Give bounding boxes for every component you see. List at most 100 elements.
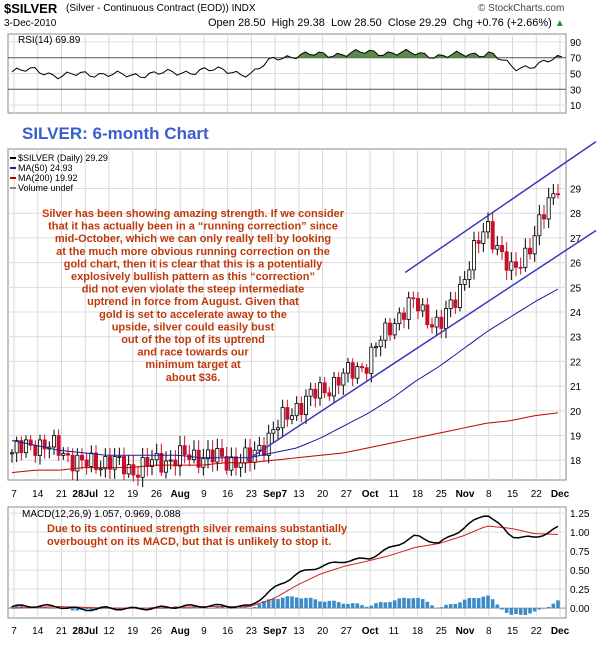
x-tick-label: 16 [222,626,234,637]
annotation-line: mid-October, which we can only really te… [55,233,331,245]
x-tick-label: Nov [456,489,475,500]
rsi-tick-label: 50 [570,70,582,81]
candle-body [401,312,406,320]
macd-histogram-bar [374,603,378,609]
macd-histogram-bar [117,608,122,610]
candle-body [201,458,206,468]
candle-body [294,403,299,417]
candle-body [392,323,397,336]
x-tick-label: 21 [56,489,68,500]
macd-histogram-bar [313,599,318,609]
macd-histogram-bar [150,607,154,609]
uptrend-upper-channel [404,140,597,274]
candle-body [327,392,332,397]
candle-body [490,221,495,250]
candle-body [523,247,528,268]
x-tick-label: 13 [293,489,305,500]
macd-histogram-bar [476,598,481,609]
header-ticker: $SILVER [4,1,57,16]
candle-body [280,407,285,429]
macd-histogram-bar [551,603,556,609]
candle-body [509,261,514,271]
candle-body [481,231,486,244]
macd-histogram-bar [70,608,75,611]
x-tick-label: 14 [32,626,44,637]
price-tick-label: 24 [570,308,582,319]
legend-entry: Volume undef [18,183,74,193]
x-tick-label: 25 [436,626,448,637]
macd-histogram-bar [182,608,187,609]
x-tick-label: 19 [127,489,139,500]
macd-histogram-bar [448,604,453,609]
candle-body [378,339,383,348]
macd-histogram-bar [518,608,523,615]
macd-histogram-bar [402,597,406,609]
annotation-line: uptrend in force from August. Given that [87,296,299,308]
macd-histogram-bar [308,597,313,609]
macd-annotation-line: Due to its continued strength silver rem… [47,523,348,535]
macd-histogram-bar [397,598,402,609]
x-tick-label: 18 [412,489,424,500]
candle-body [453,299,458,308]
macd-histogram-bar [392,600,397,609]
macd-histogram-bar [215,606,220,609]
macd-histogram-bar [528,608,532,614]
macd-histogram-bar [420,599,425,609]
x-tick-label: 28Jul [72,489,98,500]
candle-body [14,440,19,454]
annotation-line: at the much more obvious running correct… [56,246,330,258]
header-date: 3-Dec-2010 [4,18,57,29]
macd-histogram-bar [290,596,294,609]
candle-body [140,457,145,478]
macd-histogram-bar [187,608,192,609]
macd-histogram-bar [271,598,276,609]
candle-body [308,388,313,397]
candle-body [28,439,33,446]
macd-histogram-bar [369,605,374,609]
macd-histogram-bar [346,603,350,609]
price-tick-label: 27 [570,234,582,245]
candle-body [173,459,178,467]
candle-body [187,454,192,460]
rsi-line [11,48,563,80]
price-frame [7,148,567,481]
x-tick-label: 23 [246,626,258,637]
candle-body [476,240,481,244]
x-tick-label: 11 [389,626,400,637]
candle-body [80,454,85,461]
macd-histogram-bar [248,608,252,609]
macd-histogram-bar [486,595,490,609]
candle-body [364,367,369,374]
header-ohlc: Open 28.50 High 29.38 Low 28.50 Close 29… [208,17,565,29]
candle-body [182,445,187,456]
macd-histogram-bar [500,608,504,610]
candle-body [313,388,318,399]
macd-histogram-bar [257,604,262,609]
macd-histogram-bar [84,608,89,610]
macd-histogram-bar [89,608,94,610]
candle-body [61,453,66,456]
annotation-line: minimum target at [145,359,241,371]
x-tick-label: 22 [531,489,543,500]
annotation-line: explosively bullish pattern as this “cor… [71,271,315,283]
x-tick-label: 8 [486,489,492,500]
macd-histogram-bar [504,608,509,613]
price-tick-label: 20 [570,407,582,418]
candle-body [462,279,467,285]
macd-histogram-bar [332,600,336,609]
candle-body [345,362,350,374]
candle-body [350,362,355,379]
macd-histogram-bar [299,598,304,609]
macd-histogram-bar [439,607,444,609]
macd-histogram-bar [509,608,514,615]
price-tick-label: 28 [570,209,582,220]
macd-histogram-bar [262,601,266,609]
macd-histogram-bar [388,602,392,609]
candle-body [271,429,276,434]
candle-body [317,382,322,399]
candle-body [518,266,523,269]
exchange-label: INDX [231,3,256,14]
macd-histogram-bar [556,600,560,609]
macd-histogram-bar [341,603,346,609]
candle-body [369,346,374,374]
